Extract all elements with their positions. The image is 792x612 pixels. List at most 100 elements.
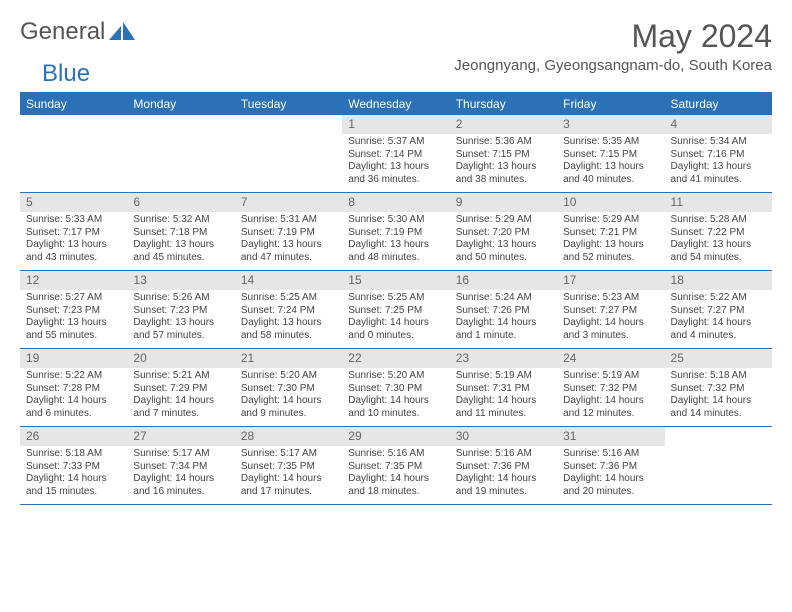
calendar-day-cell: .. <box>235 115 342 193</box>
day-number: 5 <box>20 193 127 212</box>
day-number: 30 <box>450 427 557 446</box>
day-data: Sunrise: 5:27 AMSunset: 7:23 PMDaylight:… <box>20 290 127 348</box>
calendar-day-cell: 23Sunrise: 5:19 AMSunset: 7:31 PMDayligh… <box>450 349 557 427</box>
day-data: Sunrise: 5:20 AMSunset: 7:30 PMDaylight:… <box>235 368 342 426</box>
calendar-day-cell: 16Sunrise: 5:24 AMSunset: 7:26 PMDayligh… <box>450 271 557 349</box>
calendar-day-cell: 2Sunrise: 5:36 AMSunset: 7:15 PMDaylight… <box>450 115 557 193</box>
calendar-day-cell: 12Sunrise: 5:27 AMSunset: 7:23 PMDayligh… <box>20 271 127 349</box>
day-number: 27 <box>127 427 234 446</box>
calendar-day-cell: 18Sunrise: 5:22 AMSunset: 7:27 PMDayligh… <box>665 271 772 349</box>
month-title: May 2024 <box>454 18 772 55</box>
day-data: Sunrise: 5:25 AMSunset: 7:24 PMDaylight:… <box>235 290 342 348</box>
day-data: Sunrise: 5:22 AMSunset: 7:28 PMDaylight:… <box>20 368 127 426</box>
calendar-week-row: 26Sunrise: 5:18 AMSunset: 7:33 PMDayligh… <box>20 427 772 505</box>
day-data: Sunrise: 5:17 AMSunset: 7:34 PMDaylight:… <box>127 446 234 504</box>
calendar-day-cell: 24Sunrise: 5:19 AMSunset: 7:32 PMDayligh… <box>557 349 664 427</box>
calendar-day-cell: .. <box>665 427 772 505</box>
day-data: Sunrise: 5:25 AMSunset: 7:25 PMDaylight:… <box>342 290 449 348</box>
calendar-week-row: 5Sunrise: 5:33 AMSunset: 7:17 PMDaylight… <box>20 193 772 271</box>
day-number: 3 <box>557 115 664 134</box>
day-data: Sunrise: 5:37 AMSunset: 7:14 PMDaylight:… <box>342 134 449 192</box>
calendar-day-cell: 14Sunrise: 5:25 AMSunset: 7:24 PMDayligh… <box>235 271 342 349</box>
day-data: Sunrise: 5:33 AMSunset: 7:17 PMDaylight:… <box>20 212 127 270</box>
day-data: Sunrise: 5:16 AMSunset: 7:36 PMDaylight:… <box>557 446 664 504</box>
calendar-table: SundayMondayTuesdayWednesdayThursdayFrid… <box>20 92 772 505</box>
day-header: Saturday <box>665 93 772 116</box>
day-data: Sunrise: 5:29 AMSunset: 7:20 PMDaylight:… <box>450 212 557 270</box>
calendar-day-cell: 7Sunrise: 5:31 AMSunset: 7:19 PMDaylight… <box>235 193 342 271</box>
day-number: 17 <box>557 271 664 290</box>
calendar-day-cell: 25Sunrise: 5:18 AMSunset: 7:32 PMDayligh… <box>665 349 772 427</box>
day-data: Sunrise: 5:26 AMSunset: 7:23 PMDaylight:… <box>127 290 234 348</box>
day-number: 13 <box>127 271 234 290</box>
day-number: 7 <box>235 193 342 212</box>
calendar-day-cell: 1Sunrise: 5:37 AMSunset: 7:14 PMDaylight… <box>342 115 449 193</box>
day-number: 25 <box>665 349 772 368</box>
calendar-day-cell: 5Sunrise: 5:33 AMSunset: 7:17 PMDaylight… <box>20 193 127 271</box>
calendar-week-row: 12Sunrise: 5:27 AMSunset: 7:23 PMDayligh… <box>20 271 772 349</box>
day-number: 8 <box>342 193 449 212</box>
calendar-day-cell: 17Sunrise: 5:23 AMSunset: 7:27 PMDayligh… <box>557 271 664 349</box>
calendar-day-cell: 3Sunrise: 5:35 AMSunset: 7:15 PMDaylight… <box>557 115 664 193</box>
day-number: 12 <box>20 271 127 290</box>
day-data: Sunrise: 5:19 AMSunset: 7:31 PMDaylight:… <box>450 368 557 426</box>
calendar-day-cell: 30Sunrise: 5:16 AMSunset: 7:36 PMDayligh… <box>450 427 557 505</box>
day-data: Sunrise: 5:34 AMSunset: 7:16 PMDaylight:… <box>665 134 772 192</box>
day-data: Sunrise: 5:18 AMSunset: 7:33 PMDaylight:… <box>20 446 127 504</box>
day-header: Friday <box>557 93 664 116</box>
calendar-day-cell: 9Sunrise: 5:29 AMSunset: 7:20 PMDaylight… <box>450 193 557 271</box>
day-data: Sunrise: 5:16 AMSunset: 7:35 PMDaylight:… <box>342 446 449 504</box>
day-number: 11 <box>665 193 772 212</box>
day-data: Sunrise: 5:30 AMSunset: 7:19 PMDaylight:… <box>342 212 449 270</box>
day-data: Sunrise: 5:32 AMSunset: 7:18 PMDaylight:… <box>127 212 234 270</box>
calendar-day-cell: .. <box>127 115 234 193</box>
day-number: 14 <box>235 271 342 290</box>
calendar-day-cell: 26Sunrise: 5:18 AMSunset: 7:33 PMDayligh… <box>20 427 127 505</box>
day-number: 31 <box>557 427 664 446</box>
day-number: 9 <box>450 193 557 212</box>
calendar-day-cell: 6Sunrise: 5:32 AMSunset: 7:18 PMDaylight… <box>127 193 234 271</box>
day-number: 29 <box>342 427 449 446</box>
calendar-day-cell: 8Sunrise: 5:30 AMSunset: 7:19 PMDaylight… <box>342 193 449 271</box>
day-number: 15 <box>342 271 449 290</box>
brand-general: General <box>20 18 105 46</box>
calendar-day-cell: .. <box>20 115 127 193</box>
day-header: Thursday <box>450 93 557 116</box>
calendar-day-cell: 11Sunrise: 5:28 AMSunset: 7:22 PMDayligh… <box>665 193 772 271</box>
day-number: 16 <box>450 271 557 290</box>
day-header-row: SundayMondayTuesdayWednesdayThursdayFrid… <box>20 93 772 116</box>
day-number: 2 <box>450 115 557 134</box>
day-number: 10 <box>557 193 664 212</box>
calendar-day-cell: 10Sunrise: 5:29 AMSunset: 7:21 PMDayligh… <box>557 193 664 271</box>
day-data: Sunrise: 5:36 AMSunset: 7:15 PMDaylight:… <box>450 134 557 192</box>
calendar-day-cell: 27Sunrise: 5:17 AMSunset: 7:34 PMDayligh… <box>127 427 234 505</box>
brand-logo: General <box>20 18 135 46</box>
brand-blue: Blue <box>42 60 792 88</box>
day-header: Sunday <box>20 93 127 116</box>
calendar-day-cell: 31Sunrise: 5:16 AMSunset: 7:36 PMDayligh… <box>557 427 664 505</box>
day-number: 22 <box>342 349 449 368</box>
calendar-day-cell: 21Sunrise: 5:20 AMSunset: 7:30 PMDayligh… <box>235 349 342 427</box>
day-data: Sunrise: 5:17 AMSunset: 7:35 PMDaylight:… <box>235 446 342 504</box>
calendar-week-row: ......1Sunrise: 5:37 AMSunset: 7:14 PMDa… <box>20 115 772 193</box>
day-data: Sunrise: 5:28 AMSunset: 7:22 PMDaylight:… <box>665 212 772 270</box>
day-data: Sunrise: 5:20 AMSunset: 7:30 PMDaylight:… <box>342 368 449 426</box>
calendar-day-cell: 29Sunrise: 5:16 AMSunset: 7:35 PMDayligh… <box>342 427 449 505</box>
calendar-day-cell: 13Sunrise: 5:26 AMSunset: 7:23 PMDayligh… <box>127 271 234 349</box>
day-number: 19 <box>20 349 127 368</box>
day-header: Wednesday <box>342 93 449 116</box>
day-data: Sunrise: 5:35 AMSunset: 7:15 PMDaylight:… <box>557 134 664 192</box>
day-number: 24 <box>557 349 664 368</box>
day-data: Sunrise: 5:31 AMSunset: 7:19 PMDaylight:… <box>235 212 342 270</box>
day-number: 20 <box>127 349 234 368</box>
day-number: 26 <box>20 427 127 446</box>
logo-sail-icon <box>109 22 135 42</box>
day-data: Sunrise: 5:22 AMSunset: 7:27 PMDaylight:… <box>665 290 772 348</box>
day-data: Sunrise: 5:16 AMSunset: 7:36 PMDaylight:… <box>450 446 557 504</box>
day-header: Tuesday <box>235 93 342 116</box>
calendar-day-cell: 22Sunrise: 5:20 AMSunset: 7:30 PMDayligh… <box>342 349 449 427</box>
day-number: 28 <box>235 427 342 446</box>
day-number: 18 <box>665 271 772 290</box>
day-number: 6 <box>127 193 234 212</box>
calendar-day-cell: 4Sunrise: 5:34 AMSunset: 7:16 PMDaylight… <box>665 115 772 193</box>
